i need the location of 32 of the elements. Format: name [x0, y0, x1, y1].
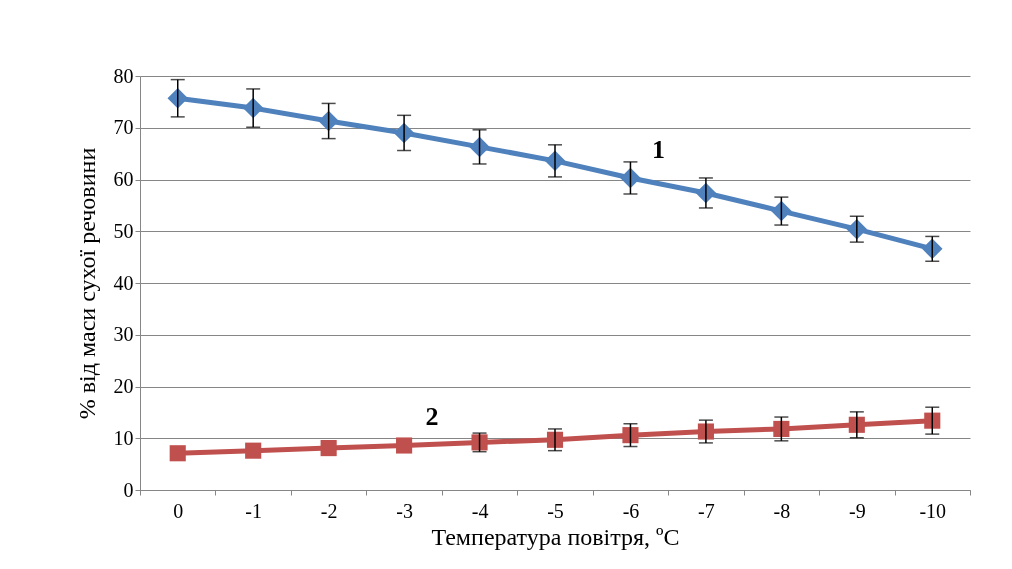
point — [245, 442, 262, 459]
x-tick-label: -8 — [773, 499, 791, 522]
x-tick-label: -1 — [245, 499, 263, 522]
point — [773, 420, 790, 437]
y-tick-label: 40 — [113, 271, 134, 294]
y-tick-label: 80 — [113, 64, 134, 87]
x-tick-label: -4 — [471, 499, 489, 522]
x-tick-label: -6 — [622, 499, 640, 522]
y-tick-label: 20 — [113, 375, 134, 397]
x-tick-label: 0 — [173, 499, 184, 522]
x-tick-label: -9 — [848, 499, 866, 522]
series-label: 1 — [651, 134, 665, 164]
x-tick-label: -2 — [320, 499, 338, 522]
y-tick-label: 50 — [113, 219, 134, 242]
y-tick-label: 0 — [123, 478, 134, 501]
x-tick-label: -3 — [396, 499, 413, 522]
x-tick-label: -7 — [698, 499, 715, 522]
y-tick-label: 70 — [113, 116, 134, 139]
point — [320, 440, 337, 457]
x-axis-title: Температура повітря, ºC — [431, 523, 680, 550]
y-tick-label: 60 — [113, 168, 134, 190]
x-tick-label: -10 — [919, 499, 947, 522]
point — [167, 88, 188, 109]
y-tick-label: 10 — [113, 426, 134, 449]
point — [396, 437, 413, 454]
y-axis-title: % від маси сухої речовини — [73, 147, 100, 420]
point — [622, 427, 639, 444]
y-tick-label: 30 — [113, 323, 134, 346]
series-label: 2 — [425, 402, 439, 432]
point — [169, 445, 186, 462]
point — [924, 412, 941, 429]
x-tick-label: -5 — [547, 499, 564, 522]
